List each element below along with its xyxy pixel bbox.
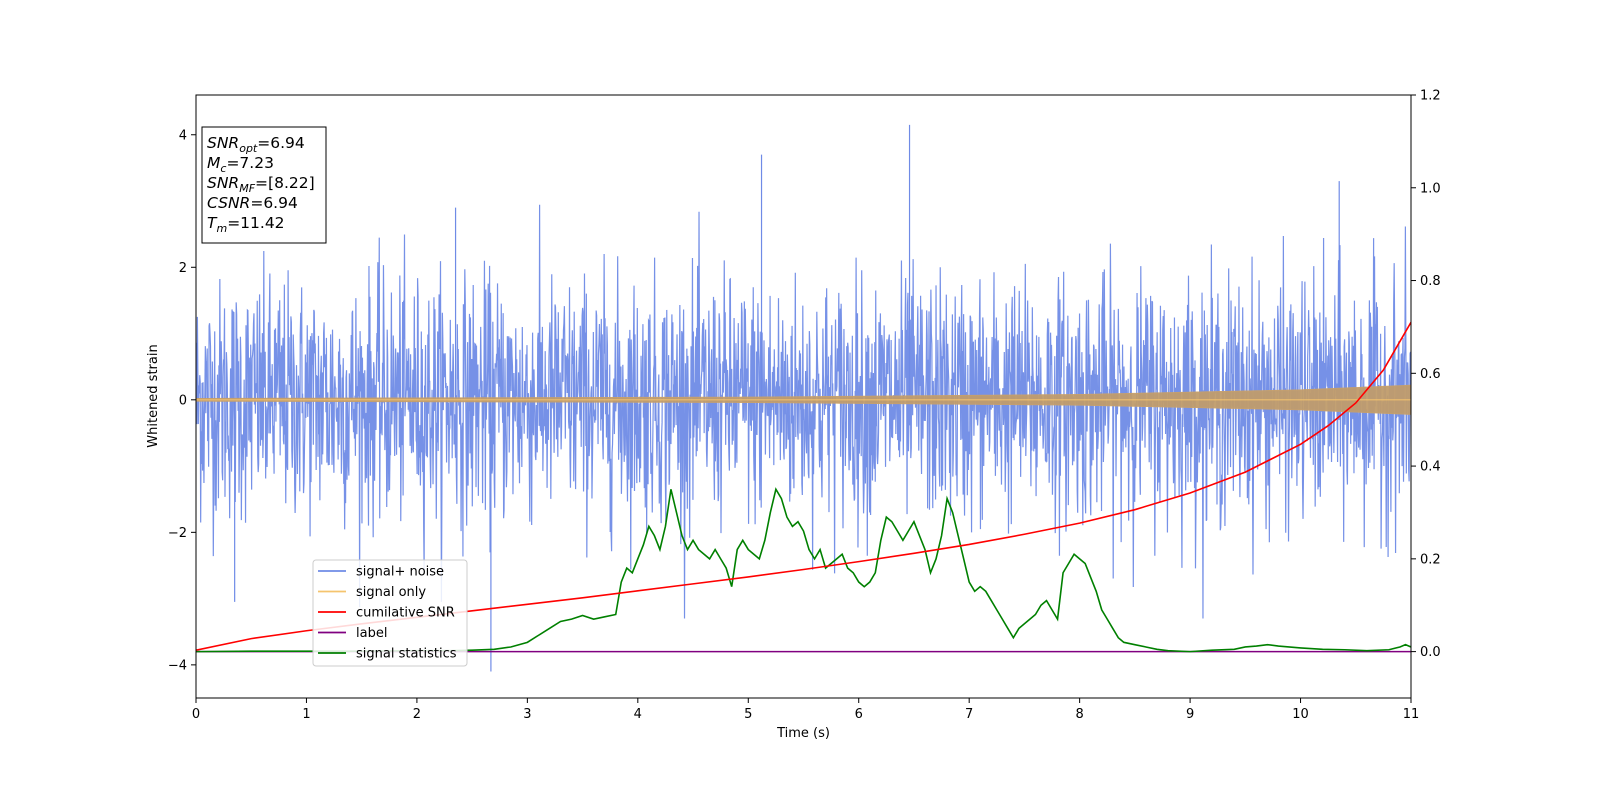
legend: signal+ noise signal only cumilative SNR la…: [312, 559, 468, 667]
y-tick-label: −2: [168, 526, 187, 541]
x-tick-label: 10: [1292, 707, 1309, 722]
y2-tick-label: 0.4: [1420, 460, 1441, 475]
legend-label: label: [356, 626, 387, 641]
annotation-line: Tm=11.42: [207, 214, 285, 235]
series-signal-statistics: [196, 487, 1411, 653]
annotation-line: CSNR=6.94: [207, 194, 298, 212]
y2-tick-label: 1.2: [1420, 89, 1441, 104]
legend-label: signal only: [356, 585, 426, 600]
annotation-line: SNRopt=6.94: [207, 134, 305, 155]
x-tick-label: 0: [192, 707, 200, 722]
legend-label: signal statistics: [356, 647, 457, 662]
y2-tick-label: 0.2: [1420, 552, 1441, 567]
plot-frame: [195, 94, 1412, 699]
x-tick-label: 3: [523, 707, 531, 722]
x-tick-label: 8: [1075, 707, 1083, 722]
x-tick-label: 2: [413, 707, 421, 722]
y2-tick-label: 1.0: [1420, 181, 1441, 196]
legend-frame: [312, 559, 468, 667]
y2-tick-label: 0.6: [1420, 367, 1441, 382]
y2-tick-label: 0.8: [1420, 274, 1441, 289]
annotation-line: SNRMF=[8.22]: [207, 174, 315, 195]
series-signal-noise: [196, 204, 1411, 619]
legend-label: cumilative SNR: [356, 606, 455, 621]
y-tick-label: −4: [168, 658, 187, 673]
y2-tick-label: 0.0: [1420, 645, 1441, 660]
annotation-line: Mc=7.23: [207, 154, 274, 175]
x-axis-label: Time (s): [776, 726, 830, 741]
y-tick-label: 2: [179, 261, 187, 276]
x-tick-label: 1: [302, 707, 310, 722]
x-tick-label: 6: [855, 707, 863, 722]
x-tick-label: 5: [744, 707, 752, 722]
y-tick-label: 0: [179, 393, 187, 408]
legend-label: signal+ noise: [356, 565, 444, 580]
x-tick-label: 7: [965, 707, 973, 722]
x-tick-label: 9: [1186, 707, 1194, 722]
x-tick-label: 11: [1403, 707, 1420, 722]
x-tick-label: 4: [634, 707, 642, 722]
y-axis-label: Whitened strain: [146, 344, 161, 447]
axes: 0 1 2 3 4 5 6 7 8 9 10 11 −4 −2 0 2 4 0.0 0.2 0.4 0.6 0.8 1.0 1…: [168, 89, 1441, 723]
y-tick-label: 4: [179, 128, 187, 143]
annotation-frame: [201, 126, 327, 244]
